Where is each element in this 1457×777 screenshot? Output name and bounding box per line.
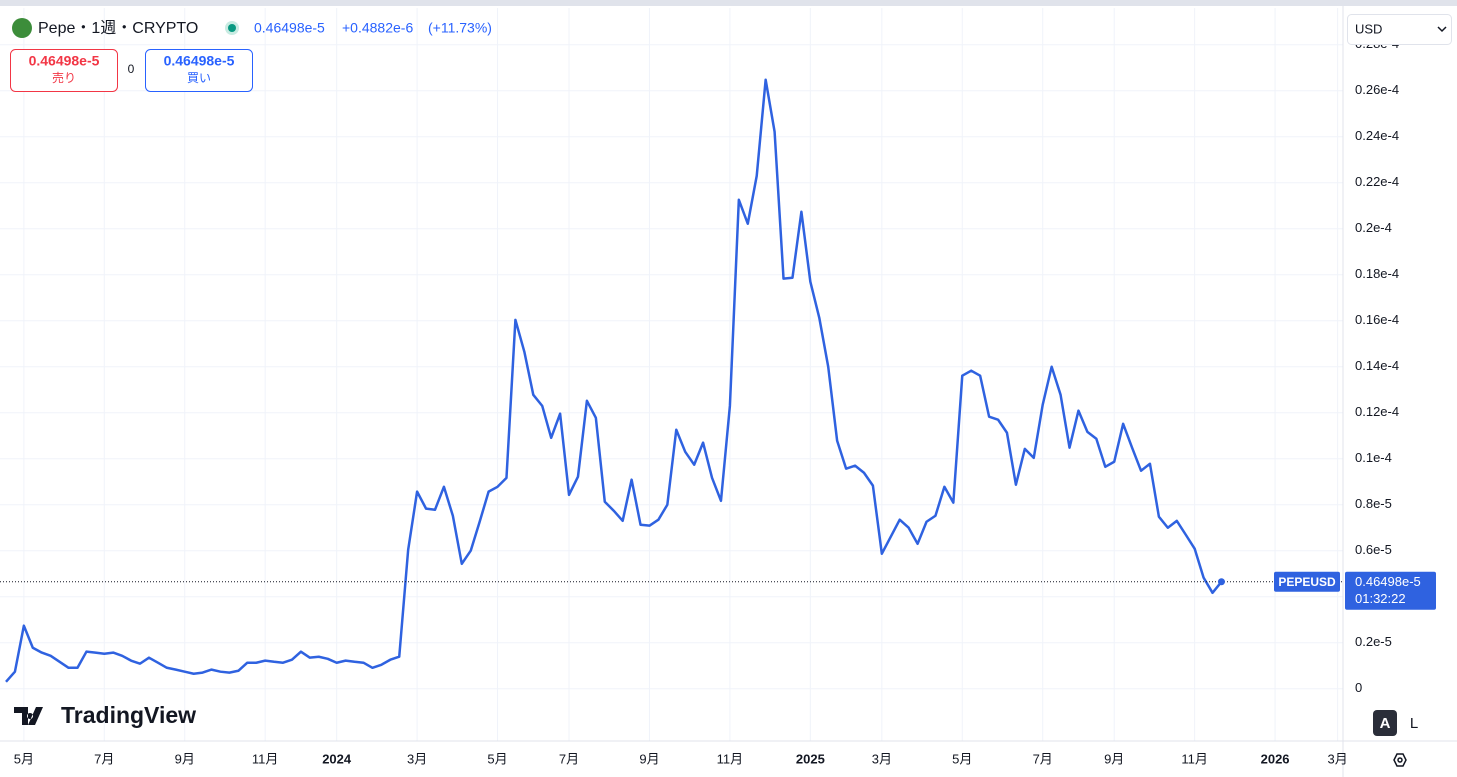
y-tick-label: 0.22e-4 [1355, 174, 1399, 189]
x-tick-label: 5月 [14, 751, 34, 766]
market-status-dot [228, 24, 236, 32]
buy-price: 0.46498e-5 [164, 53, 235, 69]
overlay: PEPEUSD 0.46498e-5 01:32:22 [1274, 571, 1436, 610]
symbol-icon [12, 18, 32, 38]
currency: USD [1355, 21, 1382, 36]
price-tag-label: 0.46498e-5 [1355, 574, 1421, 589]
plot [0, 78, 1343, 683]
y-tick-label: 0.14e-4 [1355, 358, 1399, 373]
x-tick-label: 2024 [322, 751, 352, 766]
x-tick-label: 9月 [175, 751, 195, 766]
x-tick-label: 3月 [1328, 751, 1348, 766]
top-border [0, 0, 1457, 6]
symbol-title[interactable]: Pepe・1週・CRYPTO [38, 19, 198, 37]
y-tick-label: 0 [1355, 680, 1362, 695]
price-line [5, 78, 1223, 683]
price-change: +0.4882e-6 [342, 20, 413, 36]
y-tick-label: 0.1e-4 [1355, 450, 1392, 465]
auto-scale-label: A [1380, 715, 1391, 732]
settings-icon[interactable] [1393, 753, 1407, 767]
sell-price: 0.46498e-5 [29, 53, 100, 69]
buy-label: 買い [187, 71, 211, 85]
x-tick-label: 3月 [872, 751, 892, 766]
x-tick-label: 7月 [94, 751, 114, 766]
y-tick-label: 0.24e-4 [1355, 128, 1399, 143]
price-axis-panel [1343, 6, 1457, 777]
sell-label: 売り [52, 70, 76, 85]
x-tick-label: 11月 [1181, 751, 1208, 766]
price-tag [1345, 571, 1436, 610]
sell-button[interactable] [10, 49, 118, 92]
y-tick-label: 0.18e-4 [1355, 266, 1399, 281]
symbol-tag [1274, 571, 1340, 592]
time-axis-panel [0, 741, 1343, 777]
log-scale-button[interactable] [1403, 710, 1425, 736]
y-tick-label: 0.2e-4 [1355, 220, 1392, 235]
x-tick-label: 9月 [1104, 751, 1124, 766]
last-price: 0.46498e-5 [254, 20, 325, 36]
y-tick-label: 0.6e-5 [1355, 542, 1392, 557]
x-tick-label: 11月 [717, 751, 744, 766]
symbol-tag-label: PEPEUSD [1278, 575, 1336, 589]
last-point [1217, 578, 1225, 586]
y-tick-label: 0.2e-5 [1355, 634, 1392, 649]
logo-mark [14, 707, 43, 725]
x-tick-label: 3月 [407, 751, 427, 766]
x-tick-label: 2025 [796, 751, 825, 766]
x-tick-label: 9月 [639, 751, 659, 766]
chevron [1437, 26, 1447, 33]
x-axis: 5月 7月 9月 11月 2024 3月 5月 7月 9月 11月 2025 3月 5月 7月 9月 11月 2… [14, 751, 1348, 766]
currency-select[interactable] [1347, 14, 1452, 45]
x-tick-label: 5月 [487, 751, 507, 766]
x-tick-label: 5月 [952, 751, 972, 766]
auto-scale-button[interactable] [1373, 710, 1397, 736]
grid [0, 8, 1343, 741]
y-tick-label: 0.16e-4 [1355, 312, 1399, 327]
log-scale-label: L [1410, 715, 1418, 732]
settings-icon-center [1397, 757, 1403, 763]
countdown: 01:32:22 [1355, 591, 1406, 606]
x-tick-label: 2026 [1261, 751, 1290, 766]
logo-text: TradingView [61, 702, 196, 728]
x-tick-label: 7月 [1033, 751, 1053, 766]
x-tick-label: 11月 [252, 751, 279, 766]
price-change-pct: (+11.73%) [428, 20, 492, 36]
buy-button[interactable] [145, 49, 253, 92]
y-tick-label: 0.8e-5 [1355, 496, 1392, 511]
y-tick-label: 0.26e-4 [1355, 82, 1399, 97]
spread: 0 [128, 62, 135, 76]
x-tick-label: 7月 [559, 751, 579, 766]
y-tick-label: 0.12e-4 [1355, 404, 1399, 419]
